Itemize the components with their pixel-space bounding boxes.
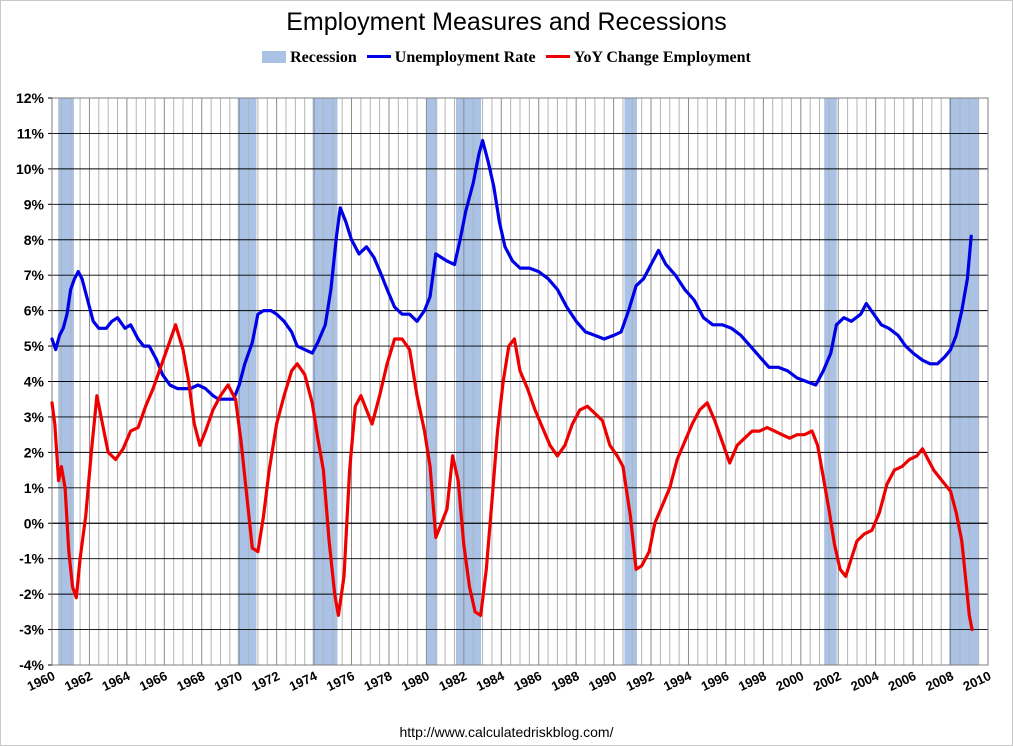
- x-tick-label: 1996: [699, 668, 732, 694]
- y-tick-label: -2%: [19, 586, 44, 602]
- y-tick-label: 6%: [24, 303, 45, 319]
- x-tick-label: 1962: [62, 668, 95, 694]
- x-tick-label: 1980: [399, 668, 432, 694]
- legend-label-unemployment: Unemployment Rate: [394, 49, 536, 66]
- legend-swatch-unemployment: [366, 55, 391, 58]
- x-tick-label: 2002: [811, 668, 844, 694]
- y-tick-label: 2%: [24, 444, 45, 460]
- y-tick-label: 1%: [24, 480, 45, 496]
- x-tick-label: 2010: [961, 668, 994, 694]
- x-tick-label: 2008: [923, 668, 956, 694]
- y-tick-label: -1%: [19, 551, 44, 567]
- x-tick-label: 1976: [324, 668, 357, 694]
- y-tick-label: 8%: [24, 232, 45, 248]
- x-tick-label: 1964: [100, 668, 133, 694]
- x-tick-label: 1972: [249, 668, 282, 694]
- x-tick-label: 1990: [586, 668, 619, 694]
- y-tick-label: 10%: [16, 161, 45, 177]
- x-tick-label: 1986: [511, 668, 544, 694]
- legend-label-recession: Recession: [290, 49, 357, 66]
- y-tick-label: 7%: [24, 267, 45, 283]
- x-tick-label: 1974: [287, 668, 320, 694]
- y-tick-label: 11%: [17, 125, 45, 141]
- y-tick-label: 0%: [24, 515, 45, 531]
- chart-title: Employment Measures and Recessions: [286, 8, 727, 36]
- legend-swatch-employment: [545, 55, 570, 58]
- legend-item-recession: Recession: [262, 49, 357, 67]
- x-tick-label: 2000: [774, 668, 807, 694]
- y-tick-label: -4%: [19, 657, 44, 673]
- y-tick-label: 12%: [16, 90, 45, 106]
- x-tick-label: 1988: [549, 668, 582, 694]
- x-tick-label: 1966: [137, 668, 170, 694]
- x-tick-label: 1998: [736, 668, 769, 694]
- x-tick-label: 2006: [886, 668, 919, 694]
- source-url: http://www.calculatedriskblog.com/: [399, 724, 614, 740]
- legend-item-unemployment: Unemployment Rate: [366, 49, 536, 67]
- legend-label-employment: YoY Change Employment: [573, 49, 751, 66]
- x-tick-label: 1968: [174, 668, 207, 694]
- legend-swatch-recession: [262, 51, 287, 63]
- x-tick-label: 1982: [437, 668, 470, 694]
- y-tick-label: -3%: [19, 622, 44, 638]
- x-tick-label: 1978: [362, 668, 395, 694]
- y-tick-label: 9%: [24, 196, 45, 212]
- x-tick-label: 1970: [212, 668, 245, 694]
- y-tick-label: 3%: [24, 409, 45, 425]
- x-tick-label: 2004: [848, 668, 881, 694]
- y-tick-label: 5%: [24, 338, 45, 354]
- y-tick-label: 4%: [24, 374, 45, 390]
- x-tick-label: 1994: [661, 668, 694, 694]
- chart-legend: Recession Unemployment Rate YoY Change E…: [0, 49, 1013, 67]
- x-tick-label: 1992: [624, 668, 657, 694]
- legend-item-employment: YoY Change Employment: [545, 49, 751, 67]
- series-line-unemployment-rate: [50, 138, 973, 401]
- series-line-yoy-change-employment: [50, 323, 974, 632]
- x-tick-label: 1984: [474, 668, 507, 694]
